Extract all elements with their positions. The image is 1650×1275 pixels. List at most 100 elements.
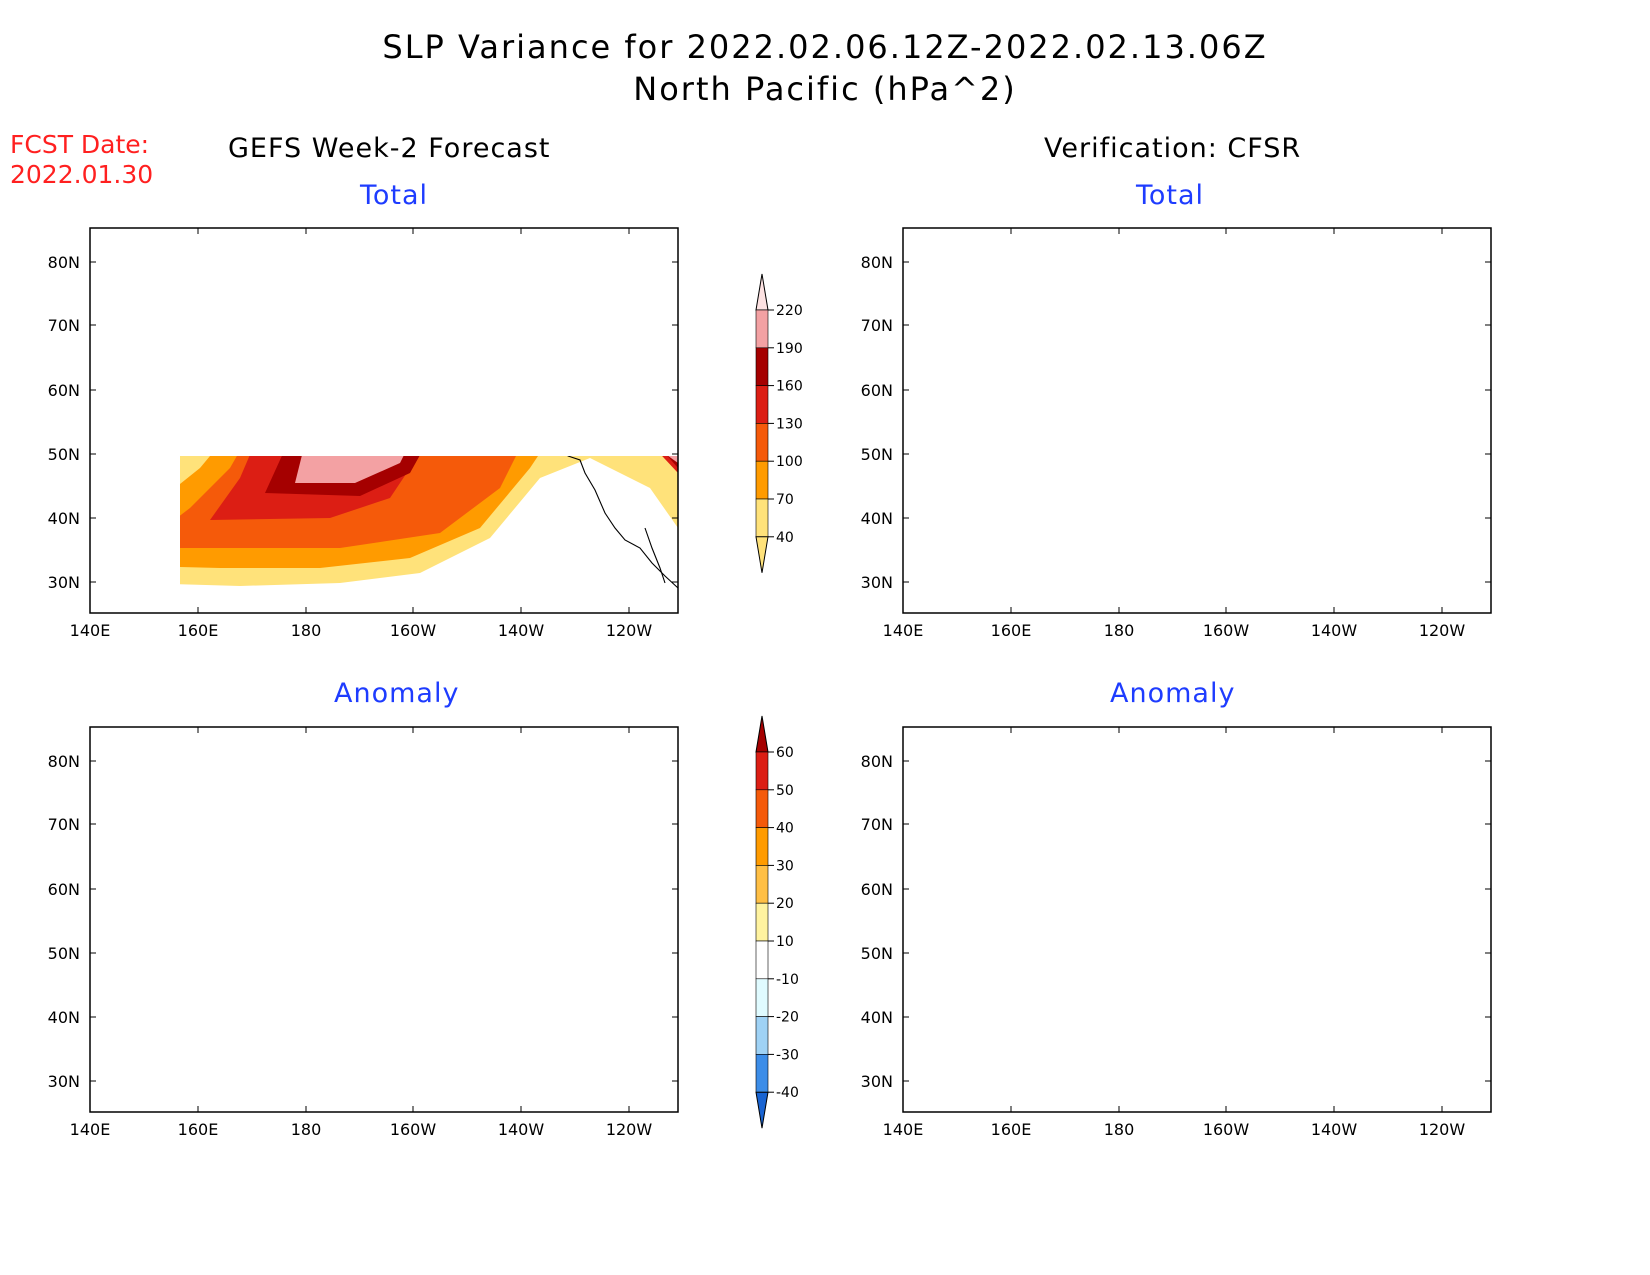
lon-tick-label: 160E: [991, 1120, 1032, 1139]
colorbar-top-tip: [755, 715, 769, 753]
colorbar-total: 220 190 160 130 100 70 40: [755, 273, 803, 573]
panel-title-forecast-total: Total: [360, 180, 429, 211]
colorbar-level-label: 50: [776, 783, 794, 799]
main-title: SLP Variance for 2022.02.06.12Z-2022.02.…: [382, 28, 1268, 66]
colorbar-bottom-tip: [755, 1091, 769, 1129]
lon-tick-label: 180: [291, 1120, 322, 1139]
lat-tick-label: 40N: [861, 1008, 893, 1027]
lon-tick-label: 160W: [390, 1120, 437, 1139]
colorbar-swatch: [755, 751, 769, 791]
lat-tick-label: 80N: [48, 253, 80, 272]
lat-tick-label: 70N: [48, 815, 80, 834]
map-forecast-anomaly: [89, 726, 679, 1113]
lat-tick-label: 80N: [48, 752, 80, 771]
lat-tick-label: 30N: [48, 1072, 80, 1091]
colorbar-swatch: [755, 309, 769, 349]
colorbar-level-label: 130: [776, 416, 803, 432]
colorbar-swatch: [755, 423, 769, 462]
fcst-date-value: 2022.01.30: [10, 160, 154, 189]
colorbar-swatch: [755, 460, 769, 500]
colorbar-swatch: [755, 498, 769, 538]
colorbar-level-label: 220: [776, 303, 803, 319]
colorbar-level-label: 40: [776, 530, 794, 546]
lon-tick-label: 140W: [1311, 1120, 1358, 1139]
colorbar-swatch: [755, 347, 769, 386]
lon-tick-label: 120W: [606, 621, 653, 640]
colorbar-swatch: [755, 1016, 769, 1055]
colorbar-level-label: -10: [776, 972, 799, 988]
lat-tick-label: 30N: [861, 573, 893, 592]
colorbar-level-label: 40: [776, 821, 794, 837]
lat-tick-label: 50N: [861, 944, 893, 963]
lon-tick-label: 160W: [1203, 621, 1250, 640]
lon-tick-label: 120W: [1419, 1120, 1466, 1139]
lat-tick-label: 30N: [861, 1072, 893, 1091]
column-header-verification: Verification: CFSR: [1044, 133, 1302, 164]
colorbar-level-label: 190: [776, 341, 803, 357]
lon-tick-label: 140E: [70, 1120, 111, 1139]
colorbar-top-tip: [755, 273, 769, 311]
lat-tick-label: 40N: [48, 1008, 80, 1027]
lon-tick-label: 180: [291, 621, 322, 640]
lon-tick-label: 120W: [1419, 621, 1466, 640]
lon-tick-label: 140E: [883, 1120, 924, 1139]
lat-tick-label: 60N: [48, 381, 80, 400]
colorbar-level-label: 60: [776, 745, 794, 761]
colorbar-level-label: -20: [776, 1010, 799, 1026]
map-forecast-total: [89, 227, 679, 614]
colorbar-level-label: 10: [776, 934, 794, 950]
lon-tick-label: 160E: [991, 621, 1032, 640]
panel-title-verification-anomaly: Anomaly: [1110, 678, 1236, 709]
colorbar-swatch: [755, 902, 769, 942]
colorbar-bottom-tip: [755, 536, 769, 573]
lon-tick-label: 160W: [1203, 1120, 1250, 1139]
lat-tick-label: 70N: [861, 316, 893, 335]
lon-tick-label: 160E: [178, 1120, 219, 1139]
main-subtitle: North Pacific (hPa^2): [633, 70, 1017, 108]
lat-tick-label: 60N: [48, 880, 80, 899]
colorbar-level-label: 160: [776, 379, 803, 395]
lon-tick-label: 140W: [1311, 621, 1358, 640]
panel-title-forecast-anomaly: Anomaly: [334, 678, 460, 709]
colorbar-level-label: -40: [776, 1085, 799, 1101]
lat-tick-label: 70N: [861, 815, 893, 834]
colorbar-swatch: [755, 385, 769, 424]
lat-tick-label: 50N: [861, 445, 893, 464]
map-verification-total: [902, 227, 1492, 614]
colorbar-swatch: [755, 940, 769, 980]
lon-tick-label: 160W: [390, 621, 437, 640]
lat-tick-label: 70N: [48, 316, 80, 335]
colorbar-swatch: [755, 789, 769, 828]
colorbar-swatch: [755, 865, 769, 904]
lon-tick-label: 140E: [883, 621, 924, 640]
lon-tick-label: 140E: [70, 621, 111, 640]
lat-tick-label: 60N: [861, 381, 893, 400]
lon-tick-label: 180: [1104, 621, 1135, 640]
map-verification-anomaly: [902, 726, 1492, 1113]
lon-tick-label: 160E: [178, 621, 219, 640]
lon-tick-label: 180: [1104, 1120, 1135, 1139]
colorbar-level-label: 20: [776, 896, 794, 912]
lat-tick-label: 40N: [861, 509, 893, 528]
lon-tick-label: 140W: [498, 621, 545, 640]
colorbar-level-label: 30: [776, 858, 794, 874]
panel-title-verification-total: Total: [1136, 180, 1205, 211]
lat-tick-label: 40N: [48, 509, 80, 528]
colorbar-swatch: [755, 978, 769, 1017]
colorbar-anomaly: 60 50 40 30 20 10 -10 -20 -30 -40: [755, 715, 799, 1129]
map-axes: 140E 160E 180 160W 140W 120W 80N 70N 60N 50N 40N 30…: [48, 228, 1491, 1139]
lat-tick-label: 50N: [48, 944, 80, 963]
lat-tick-label: 80N: [861, 752, 893, 771]
lon-tick-label: 120W: [606, 1120, 653, 1139]
lat-tick-label: 80N: [861, 253, 893, 272]
column-header-forecast: GEFS Week-2 Forecast: [228, 133, 551, 164]
colorbar-level-label: 100: [776, 454, 803, 470]
lat-tick-label: 30N: [48, 573, 80, 592]
colorbar-swatch: [755, 827, 769, 866]
lat-tick-label: 50N: [48, 445, 80, 464]
fcst-date-label: FCST Date:: [10, 130, 150, 159]
colorbar-swatch: [755, 1054, 769, 1093]
colorbar-level-label: 70: [776, 492, 794, 508]
lat-tick-label: 60N: [861, 880, 893, 899]
